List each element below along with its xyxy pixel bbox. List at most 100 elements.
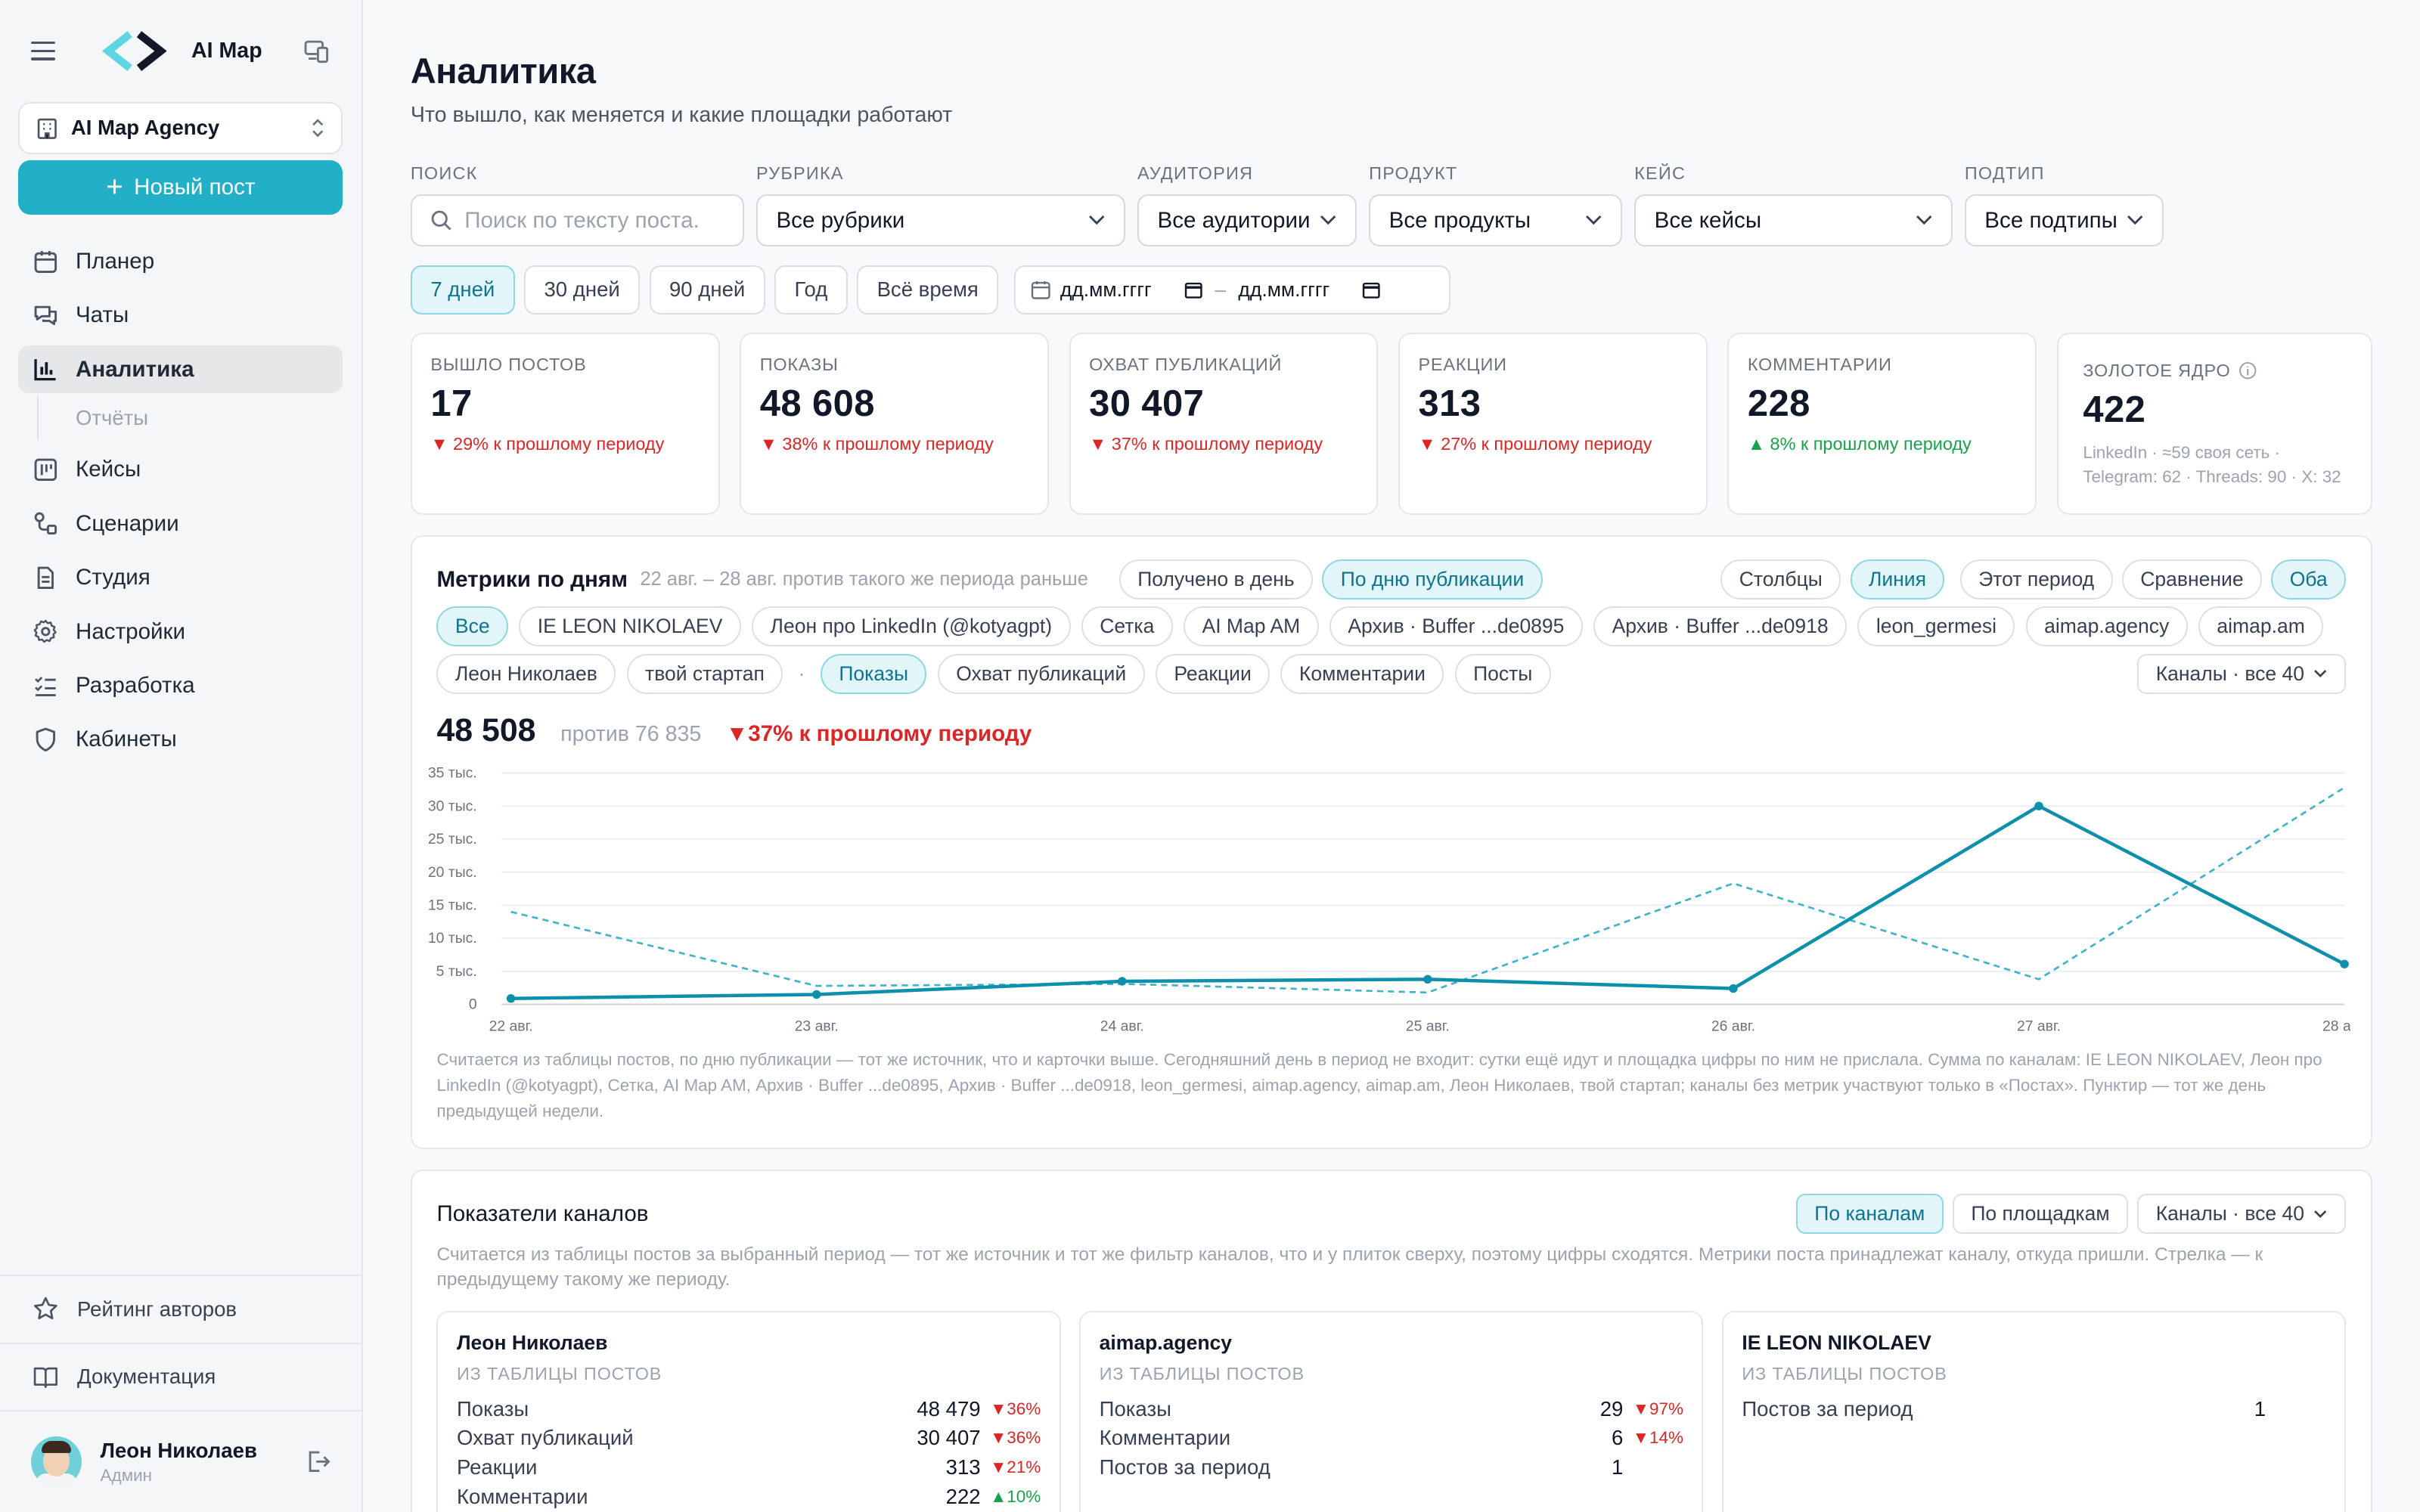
user-role: Админ xyxy=(100,1465,153,1485)
channel-card[interactable]: IE LEON NIKOLAEV из таблицы постов Посто… xyxy=(1721,1311,2347,1512)
product-select[interactable]: Все продукты xyxy=(1369,194,1622,247)
stat-delta: ▼ 27% к прошлому периоду xyxy=(1418,434,1652,454)
metric-tab-reach[interactable]: Охват публикаций xyxy=(937,653,1145,694)
sidebar: AI Map AI Map Agency + Новый пост Планер … xyxy=(0,0,363,1512)
compare-this-period[interactable]: Этот период xyxy=(1959,559,2113,600)
new-post-button[interactable]: + Новый пост xyxy=(18,160,343,215)
metric-row-value: 313 xyxy=(945,1455,981,1479)
y-tick-label: 20 тыс. xyxy=(428,863,477,880)
calendar-small-icon[interactable] xyxy=(1362,280,1380,299)
channel-chip[interactable]: Архив · Buffer ...de0895 xyxy=(1329,606,1583,646)
gold-line-1: LinkedIn · ≈59 своя сеть · xyxy=(2083,442,2280,462)
period-90-days[interactable]: 90 дней xyxy=(649,265,765,314)
y-tick-label: 0 xyxy=(469,996,477,1012)
channel-chip[interactable]: Леон про LinkedIn (@kotyagpt) xyxy=(752,606,1071,646)
nav-item-analytics[interactable]: Аналитика xyxy=(18,345,343,394)
documentation-link[interactable]: Документация xyxy=(0,1342,361,1411)
metric-row-label: Комментарии xyxy=(1099,1426,1231,1450)
metric-row: Комментарии 222 ▲10% xyxy=(457,1485,1041,1508)
date-from[interactable]: дд.мм.гггг xyxy=(1060,277,1152,301)
nav-item-scenarios[interactable]: Сценарии xyxy=(18,500,343,547)
stat-value: 48 608 xyxy=(759,383,875,425)
subtype-select[interactable]: Все подтипы xyxy=(1964,194,2164,247)
x-tick-label: 28 авг. xyxy=(2322,1018,2350,1034)
case-select[interactable]: Все кейсы xyxy=(1634,194,1953,247)
product-label: Продукт xyxy=(1369,163,1458,183)
period-all-time[interactable]: Всё время xyxy=(857,265,999,314)
shield-icon xyxy=(36,727,55,752)
date-range-picker[interactable]: дд.мм.гггг – дд.мм.гггг xyxy=(1013,265,1451,314)
nav-item-settings[interactable]: Настройки xyxy=(18,608,343,655)
channel-source: из таблицы постов xyxy=(1099,1363,1305,1383)
channel-chip[interactable]: aimap.am xyxy=(2198,606,2324,646)
nav-item-cases[interactable]: Кейсы xyxy=(18,446,343,494)
authors-rating-link[interactable]: Рейтинг авторов xyxy=(0,1274,361,1343)
nav-item-planner[interactable]: Планер xyxy=(18,237,343,285)
channel-chip[interactable]: Леон Николаев xyxy=(436,653,616,694)
compare-both[interactable]: Оба xyxy=(2271,559,2347,600)
channel-chip[interactable]: IE LEON NIKOLAEV xyxy=(519,606,741,646)
channels-dropdown[interactable]: Каналы · все 40 xyxy=(2137,653,2347,694)
channel-card[interactable]: aimap.agency из таблицы постов Показы 29 ▼… xyxy=(1079,1311,1704,1512)
channel-chip[interactable]: AI Map AM xyxy=(1184,606,1319,646)
metric-tab-comments[interactable]: Комментарии xyxy=(1280,653,1444,694)
y-tick-label: 5 тыс. xyxy=(436,963,477,980)
view-bars[interactable]: Столбцы xyxy=(1720,559,1841,600)
metrics-by-day-card: Метрики по дням 22 авг. – 28 авг. против… xyxy=(410,534,2372,1150)
stat-delta: ▲ 8% к прошлому периоду xyxy=(1747,434,1972,454)
metric-tab-reactions[interactable]: Реакции xyxy=(1155,653,1270,694)
search-placeholder: Поиск по тексту поста. xyxy=(464,207,700,233)
metric-tab-posts[interactable]: Посты xyxy=(1454,653,1551,694)
nav-subitem-reports[interactable]: Отчёты xyxy=(36,396,343,440)
nav-item-cabinets[interactable]: Кабинеты xyxy=(18,716,343,764)
by-channels-button[interactable]: По каналам xyxy=(1795,1194,1944,1235)
rubric-select[interactable]: Все рубрики xyxy=(755,194,1125,247)
y-tick-label: 10 тыс. xyxy=(428,930,477,947)
product-value: Все продукты xyxy=(1388,207,1531,233)
stat-label: Показы xyxy=(759,355,839,374)
channel-chip[interactable]: твой стартап xyxy=(626,653,783,694)
period-30-days[interactable]: 30 дней xyxy=(524,265,641,314)
user-profile[interactable]: Леон Николаев Админ xyxy=(0,1410,361,1512)
channel-card[interactable]: Леон Николаев из таблицы постов Показы 48… xyxy=(436,1311,1061,1512)
channel-chip[interactable]: Все xyxy=(436,606,509,646)
nav-item-studio[interactable]: Студия xyxy=(18,554,343,602)
metric-row-delta: ▼36% xyxy=(990,1428,1041,1448)
stats-tiles: Вышло постов 17 ▼ 29% к прошлому периоду П… xyxy=(410,333,2372,516)
period-year[interactable]: Год xyxy=(774,265,848,314)
stat-delta: ▼ 29% к прошлому периоду xyxy=(430,434,665,454)
avatar xyxy=(30,1436,82,1488)
info-icon[interactable] xyxy=(2238,361,2257,380)
book-icon xyxy=(33,1367,57,1388)
metric-row-value: 29 xyxy=(1599,1396,1624,1421)
workspace-selector[interactable]: AI Map Agency xyxy=(18,101,343,155)
audience-select[interactable]: Все аудитории xyxy=(1137,194,1357,247)
search-input[interactable]: Поиск по тексту поста. xyxy=(410,194,744,247)
data-point xyxy=(1729,984,1738,993)
channel-chip[interactable]: Архив · Buffer ...de0918 xyxy=(1593,606,1848,646)
x-tick-label: 23 авг. xyxy=(794,1018,838,1034)
channel-chip[interactable]: aimap.agency xyxy=(2025,606,2188,646)
devices-icon[interactable] xyxy=(302,37,330,65)
period-selector: 7 дней 30 дней 90 дней Год Всё время дд.… xyxy=(410,265,2372,314)
building-icon xyxy=(37,118,57,139)
menu-icon[interactable] xyxy=(30,42,56,60)
channels-dropdown-label: Каналы · все 40 xyxy=(2155,662,2305,685)
nav-item-chats[interactable]: Чаты xyxy=(18,292,343,339)
period-7-days[interactable]: 7 дней xyxy=(410,265,515,314)
view-line[interactable]: Линия xyxy=(1850,559,1945,600)
logout-icon[interactable] xyxy=(306,1449,330,1474)
metric-tab-impressions[interactable]: Показы xyxy=(820,653,927,694)
page-title: Аналитика xyxy=(410,51,596,91)
mode-received-per-day[interactable]: Получено в день xyxy=(1118,559,1314,600)
date-to[interactable]: дд.мм.гггг xyxy=(1238,277,1330,301)
calendar-small-icon[interactable] xyxy=(1184,280,1202,299)
stat-label: Реакции xyxy=(1418,355,1507,374)
channel-chip[interactable]: Сетка xyxy=(1081,606,1173,646)
channel-chip[interactable]: leon_germesi xyxy=(1857,606,2015,646)
compare-comparison[interactable]: Сравнение xyxy=(2121,559,2263,600)
mode-by-publication-day[interactable]: По дню публикации xyxy=(1322,559,1543,600)
nav-item-development[interactable]: Разработка xyxy=(18,662,343,709)
channel-metrics-dropdown[interactable]: Каналы · все 40 xyxy=(2137,1194,2347,1235)
by-platforms-button[interactable]: По площадкам xyxy=(1952,1194,2129,1235)
